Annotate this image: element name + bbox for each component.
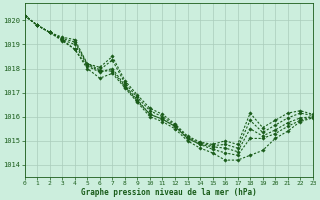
X-axis label: Graphe pression niveau de la mer (hPa): Graphe pression niveau de la mer (hPa) bbox=[81, 188, 257, 197]
